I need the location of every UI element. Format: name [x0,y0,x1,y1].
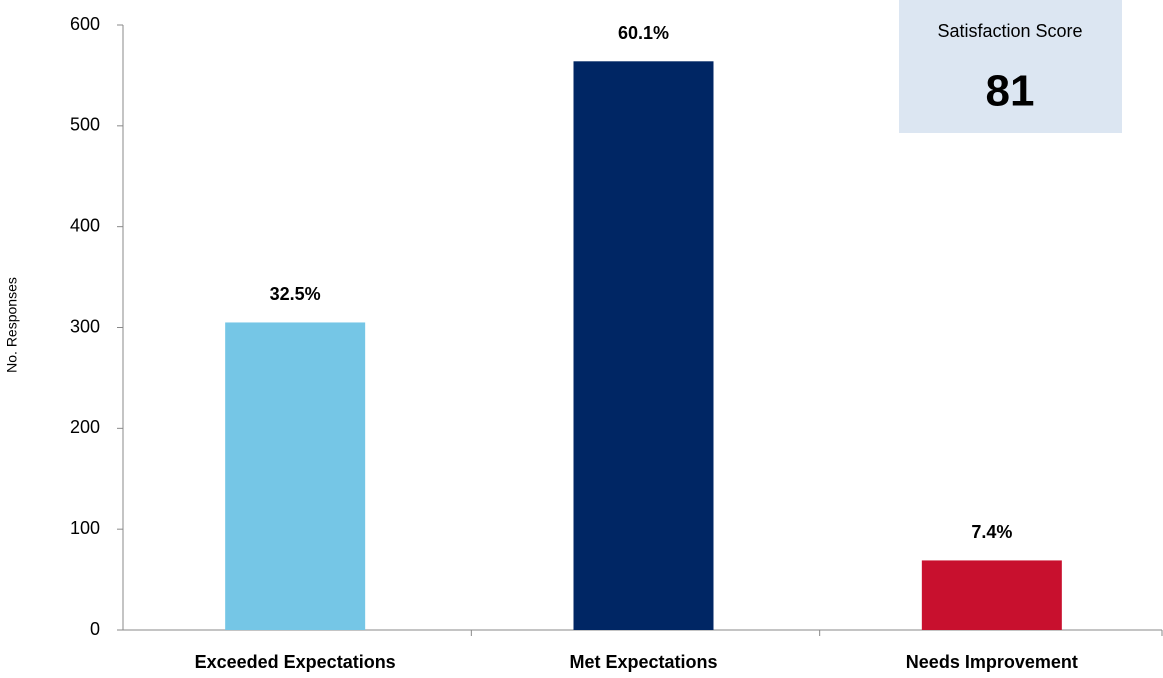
x-tick-label: Exceeded Expectations [195,652,396,672]
score-box [899,0,1122,133]
y-tick-label: 100 [70,518,100,538]
value-label: 32.5% [270,284,321,304]
y-tick-label: 0 [90,619,100,639]
y-tick-label: 600 [70,14,100,34]
score-label: Satisfaction Score [937,21,1082,41]
y-axis-title: No. Responses [4,277,20,373]
y-tick-label: 400 [70,215,100,235]
y-tick-label: 500 [70,115,100,135]
x-tick-label: Needs Improvement [906,652,1078,672]
value-label: 7.4% [971,522,1012,542]
x-tick-label: Met Expectations [569,652,717,672]
y-tick-label: 200 [70,417,100,437]
bar [573,61,714,631]
value-label: 60.1% [618,23,669,43]
y-tick-label: 300 [70,316,100,336]
bar [921,560,1062,630]
bar [225,322,366,630]
score-value: 81 [986,67,1035,116]
